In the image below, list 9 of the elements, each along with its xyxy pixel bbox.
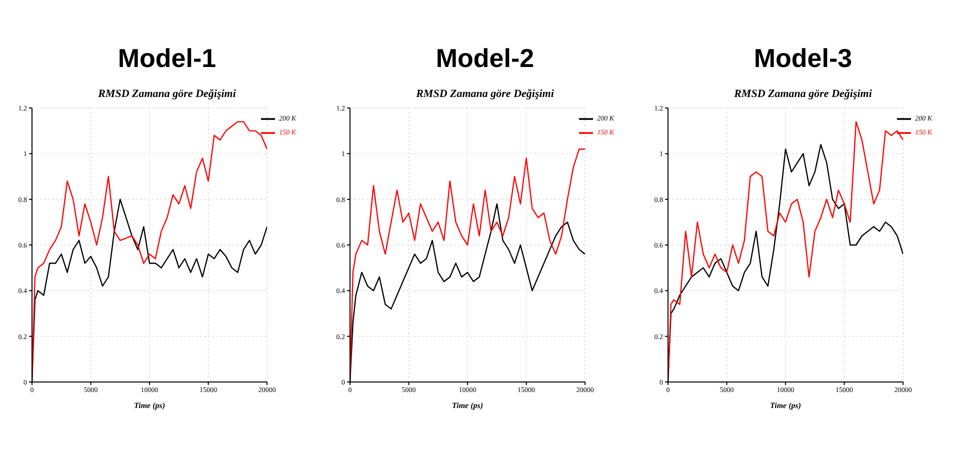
x-axis-title: Time (ps) xyxy=(770,401,802,410)
chart-title: Model-3 xyxy=(754,42,852,75)
chart-subtitle: RMSD Zamana göre Değişimi xyxy=(416,88,554,102)
chart-subtitle: RMSD Zamana göre Değişimi xyxy=(98,88,236,102)
chart-subtitle: RMSD Zamana göre Değişimi xyxy=(734,88,872,102)
x-axis-title: Time (ps) xyxy=(134,401,166,410)
chart-title: Model-2 xyxy=(436,42,534,75)
x-axis-title: Time (ps) xyxy=(452,401,484,410)
chart-title: Model-1 xyxy=(118,42,216,75)
